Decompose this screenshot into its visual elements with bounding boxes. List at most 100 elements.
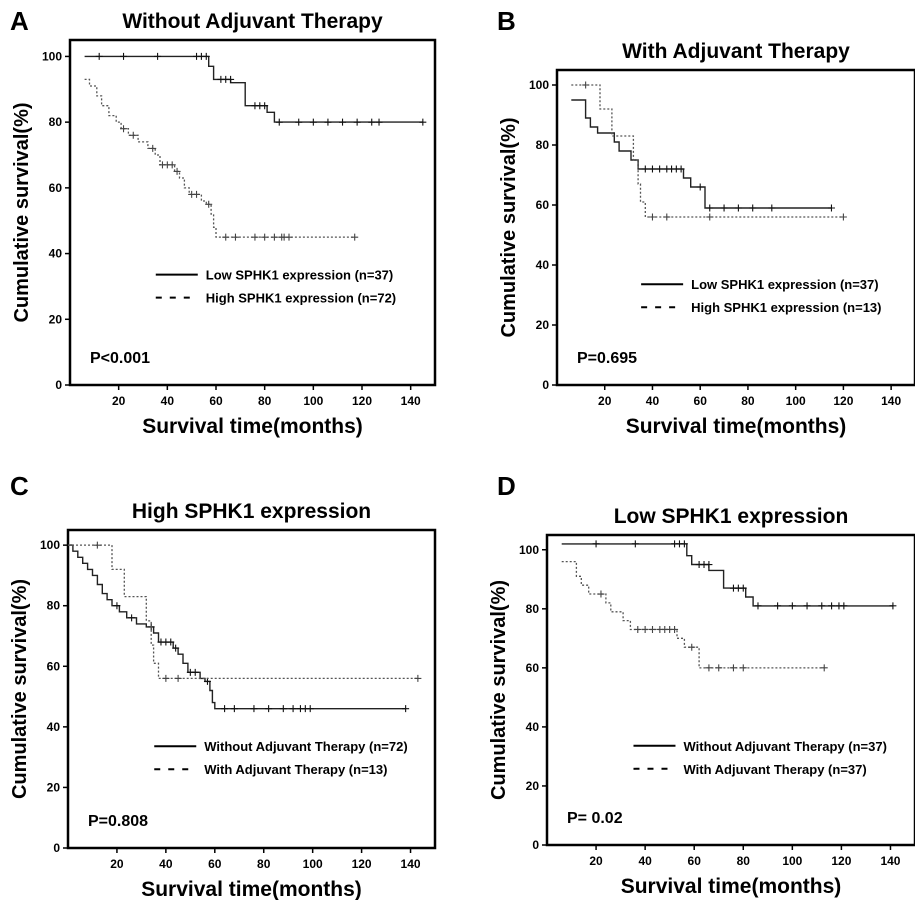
censor-mark (739, 664, 747, 672)
censor-mark (120, 125, 128, 133)
x-tick-label: 140 (401, 857, 421, 871)
censor-mark (768, 204, 776, 212)
censor-mark (839, 213, 847, 221)
series-line-dotted (84, 78, 355, 238)
censor-mark (648, 625, 656, 633)
censor-mark (648, 213, 656, 221)
censor-mark (167, 638, 175, 646)
y-tick-label: 0 (532, 838, 539, 852)
censor-mark (705, 664, 713, 672)
series-line-solid (84, 55, 423, 123)
censor-mark (402, 705, 410, 713)
censor-mark (648, 165, 656, 173)
censor-mark (173, 167, 181, 175)
x-tick-label: 140 (401, 394, 421, 408)
p-value-annotation: P<0.001 (90, 350, 150, 367)
series-line-solid (68, 544, 406, 710)
y-tick-label: 60 (47, 659, 61, 673)
censor-mark (788, 602, 796, 610)
censor-mark (154, 52, 162, 60)
y-tick-label: 80 (47, 599, 61, 613)
x-tick-label: 60 (208, 857, 222, 871)
censor-mark (295, 118, 303, 126)
censor-mark (597, 590, 605, 598)
censor-mark (270, 233, 278, 241)
censor-mark (172, 644, 180, 652)
y-tick-label: 40 (47, 720, 61, 734)
y-axis-label: Cumulative survival(%) (9, 579, 31, 799)
x-tick-label: 40 (638, 854, 652, 868)
censor-mark (222, 233, 230, 241)
panel-letter: A (10, 6, 29, 36)
censor-mark (696, 183, 704, 191)
y-tick-label: 20 (47, 780, 61, 794)
censor-mark (368, 118, 376, 126)
y-tick-label: 60 (536, 198, 550, 212)
censor-mark (754, 602, 762, 610)
series-line-dotted (68, 544, 418, 680)
censor-mark (250, 705, 258, 713)
censor-mark (279, 705, 287, 713)
y-tick-label: 80 (536, 138, 550, 152)
censor-mark (375, 118, 383, 126)
censor-mark (203, 677, 211, 685)
censor-mark (680, 540, 688, 548)
censor-mark (261, 233, 269, 241)
censor-mark (688, 643, 696, 651)
censor-mark (227, 75, 235, 83)
plot-frame (555, 68, 915, 387)
x-tick-label: 20 (598, 394, 612, 408)
censor-mark (149, 144, 157, 152)
x-tick-label: 20 (112, 394, 126, 408)
censor-mark (193, 190, 201, 198)
censor-mark (705, 561, 713, 569)
censor-mark (353, 118, 361, 126)
censor-mark (671, 625, 679, 633)
y-axis-label: Cumulative survival(%) (498, 117, 520, 337)
censor-mark (265, 705, 273, 713)
y-tick-label: 20 (526, 779, 540, 793)
panel-letter: B (497, 6, 516, 36)
censor-mark (202, 52, 210, 60)
censor-mark (351, 233, 359, 241)
panel-b: B With Adjuvant Therapy 0 20 40 60 80 100 20 40 60… (497, 6, 915, 438)
x-tick-label: 100 (303, 857, 323, 871)
x-tick-label: 120 (352, 394, 372, 408)
series-line-solid (561, 543, 893, 607)
censor-mark (120, 52, 128, 60)
legend-entry: With Adjuvant Therapy (n=13) (204, 762, 387, 777)
censor-mark (205, 200, 213, 208)
x-axis-label: Survival time(months) (141, 878, 362, 900)
plot-frame (66, 528, 437, 850)
y-tick-label: 60 (526, 661, 540, 675)
y-tick-label: 100 (519, 543, 539, 557)
censor-mark (162, 674, 170, 682)
y-tick-label: 0 (53, 841, 60, 855)
censor-mark (677, 165, 685, 173)
y-tick-label: 20 (49, 312, 63, 326)
censor-mark (592, 540, 600, 548)
x-tick-label: 100 (786, 394, 806, 408)
panel-letter: C (10, 471, 29, 501)
x-tick-label: 100 (303, 394, 323, 408)
legend-entry: With Adjuvant Therapy (n=37) (683, 762, 866, 777)
x-axis-label: Survival time(months) (621, 875, 842, 898)
series-line-dotted (571, 84, 844, 218)
x-tick-label: 80 (258, 394, 272, 408)
censor-mark (774, 602, 782, 610)
y-tick-label: 40 (536, 258, 550, 272)
x-tick-label: 40 (159, 857, 173, 871)
censor-mark (285, 233, 293, 241)
censor-mark (231, 233, 239, 241)
y-tick-label: 100 (40, 538, 60, 552)
censor-mark (656, 165, 664, 173)
censor-mark (309, 118, 317, 126)
censor-mark (749, 204, 757, 212)
censor-mark (261, 102, 269, 110)
censor-mark (419, 118, 427, 126)
censor-mark (174, 674, 182, 682)
censor-mark (95, 52, 103, 60)
x-tick-label: 120 (831, 854, 851, 868)
panel-d: D Low SPHK1 expression 0 20 40 60 80 100 20 40 60 8… (488, 471, 915, 898)
